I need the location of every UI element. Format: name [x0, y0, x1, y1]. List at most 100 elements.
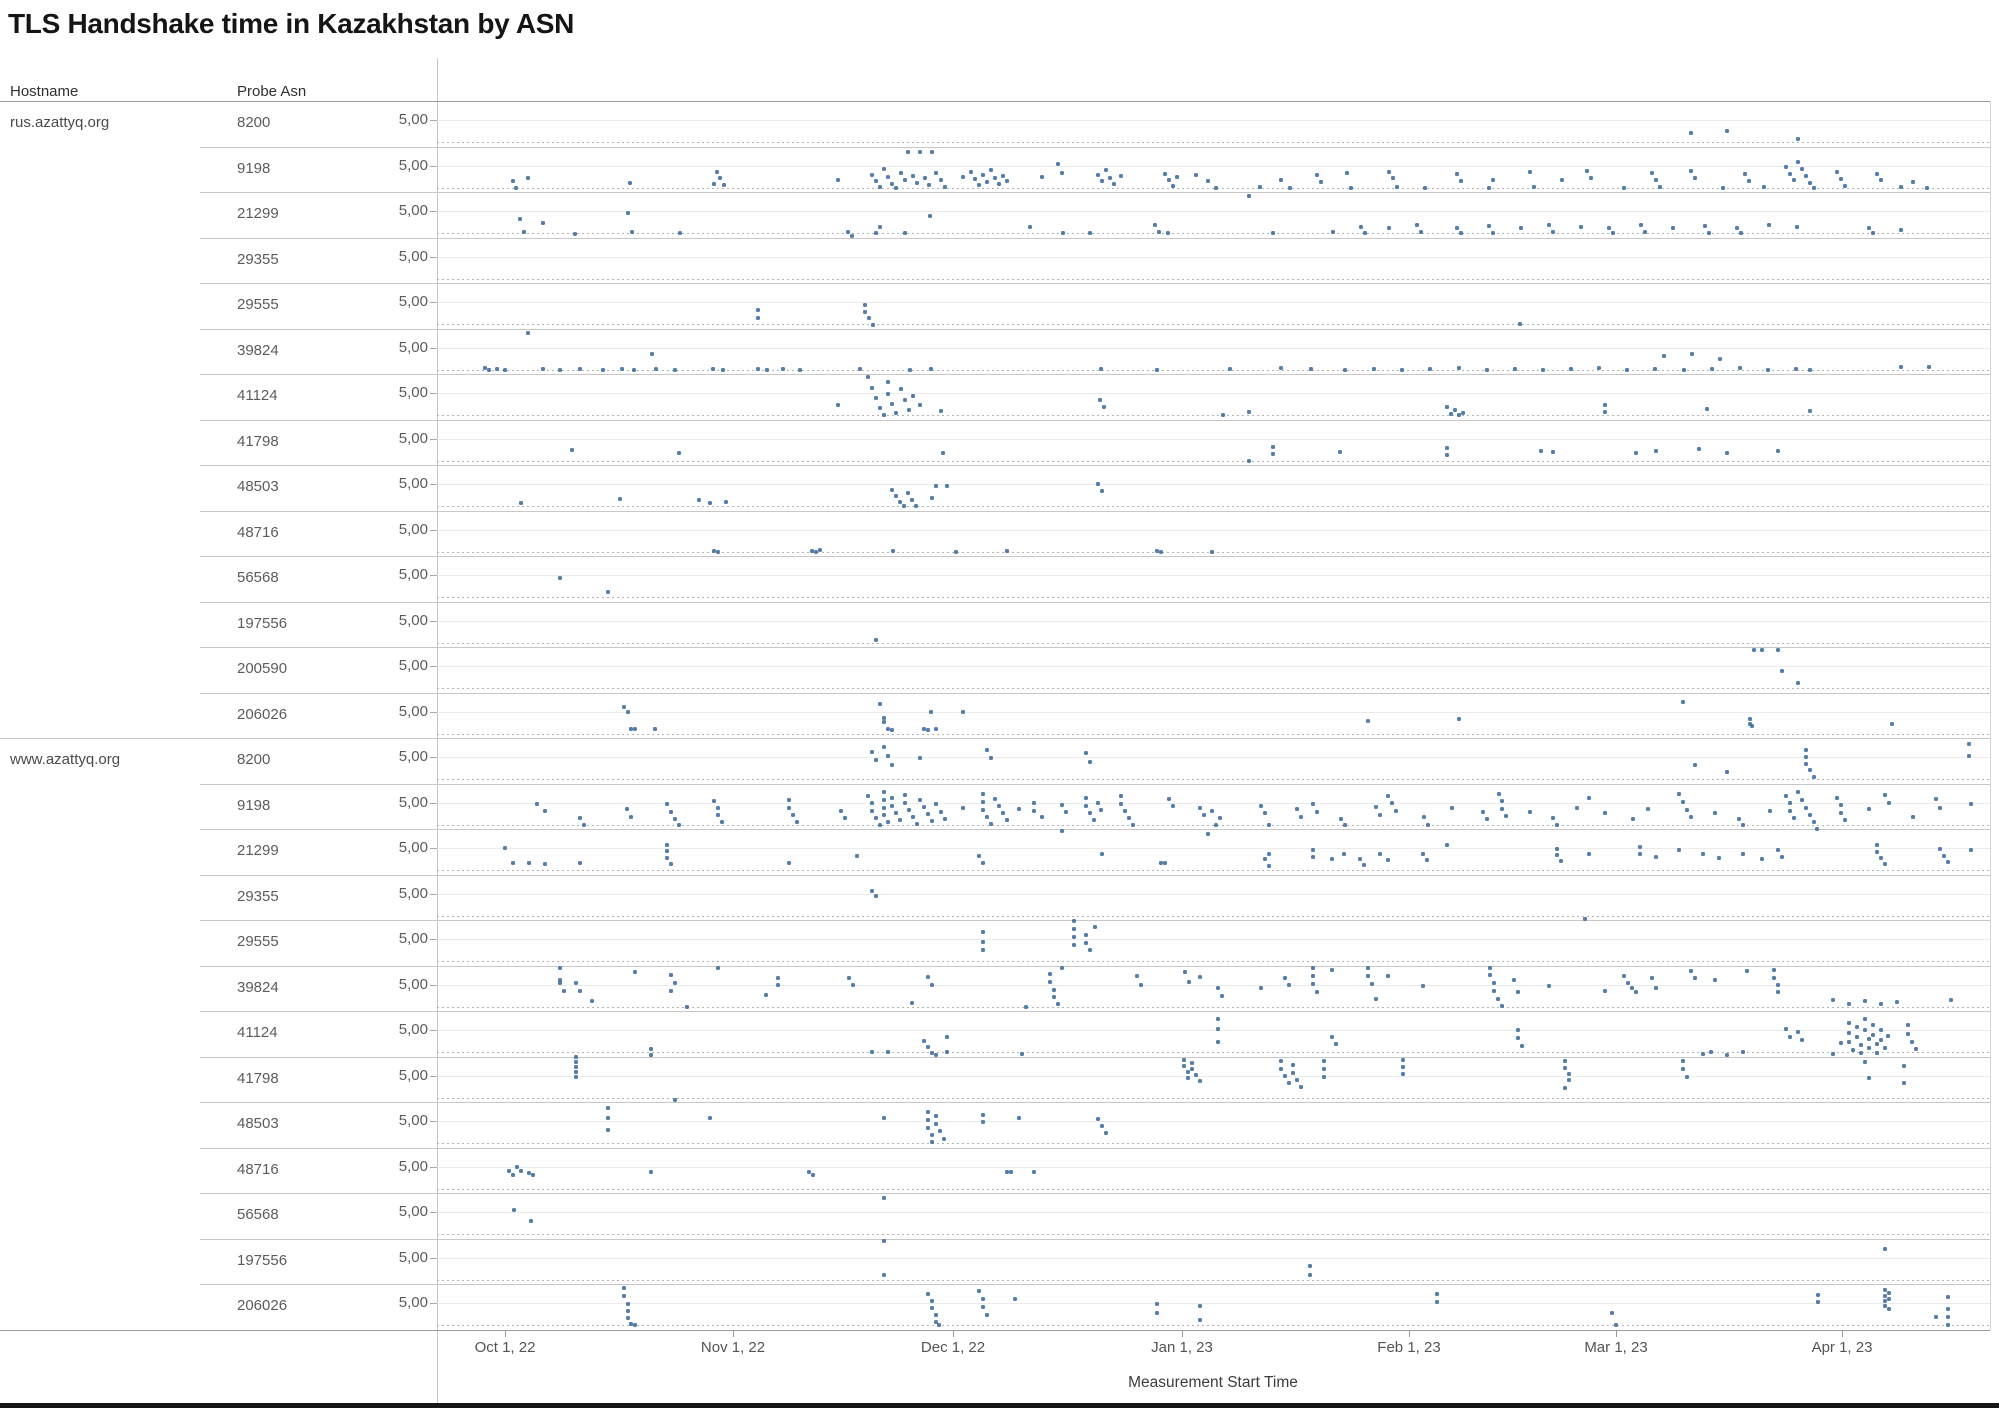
- scatter-point: [1445, 445, 1449, 450]
- scatter-point: [1883, 792, 1887, 797]
- scatter-point: [526, 330, 530, 335]
- y-tick-label: 5,00: [398, 975, 428, 993]
- scatter-point: [1386, 793, 1390, 798]
- scatter-point: [1421, 852, 1425, 856]
- scatter-point: [906, 149, 910, 154]
- scatter-point: [1800, 1038, 1804, 1042]
- scatter-point: [1767, 223, 1771, 227]
- y-gridline: [437, 802, 1990, 804]
- scatter-point: [1567, 1077, 1571, 1082]
- scatter-point: [1654, 855, 1658, 859]
- scatter-point: [1119, 173, 1123, 178]
- x-tick-mark: [1182, 1329, 1183, 1337]
- scatter-point: [911, 173, 915, 178]
- scatter-point: [573, 232, 577, 236]
- scatter-point: [1198, 1304, 1202, 1308]
- scatter-point: [1135, 973, 1139, 978]
- band-separator: [200, 874, 1990, 876]
- scatter-point: [776, 982, 780, 987]
- scatter-point: [665, 856, 669, 860]
- x-tick-mark: [505, 1329, 506, 1337]
- y-gridline: [437, 484, 1990, 485]
- scatter-point: [1835, 169, 1839, 174]
- scatter-point: [1088, 231, 1092, 235]
- scatter-point: [1155, 548, 1159, 553]
- scatter-point: [1796, 1030, 1800, 1034]
- scatter-point: [814, 549, 818, 554]
- scatter-point: [1426, 822, 1430, 827]
- scatter-point: [601, 367, 605, 372]
- scatter-point: [922, 726, 926, 731]
- scatter-point: [1428, 366, 1432, 371]
- scatter-point: [1295, 806, 1299, 811]
- scatter-point: [926, 1045, 930, 1049]
- scatter-point: [1052, 994, 1056, 999]
- scatter-point: [1859, 1043, 1863, 1047]
- scatter-point: [1528, 809, 1532, 814]
- scatter-point: [1879, 1028, 1883, 1032]
- y-tick-mark: [430, 848, 437, 849]
- scatter-point: [1370, 981, 1374, 986]
- scatter-point: [678, 231, 682, 235]
- probe-asn-label: 197556: [237, 1251, 288, 1269]
- probe-asn-label: 48503: [237, 1115, 279, 1132]
- scatter-point: [1677, 848, 1681, 852]
- scatter-point: [943, 816, 947, 821]
- scatter-point: [1906, 1023, 1910, 1027]
- scatter-point: [969, 169, 973, 174]
- scatter-point: [558, 576, 562, 580]
- scatter-point: [870, 808, 874, 813]
- scatter-point: [890, 402, 894, 406]
- scatter-point: [1603, 403, 1607, 407]
- scatter-point: [863, 310, 867, 314]
- x-tick-label: Nov 1, 22: [700, 1338, 766, 1356]
- plot-right-border: [1990, 101, 1991, 1330]
- scatter-point: [1539, 448, 1543, 453]
- scatter-point: [1902, 1080, 1906, 1085]
- scatter-point: [712, 181, 716, 186]
- scatter-point: [863, 303, 867, 307]
- scatter-point: [578, 861, 582, 865]
- scatter-point: [798, 367, 802, 372]
- scatter-point: [1741, 1050, 1745, 1054]
- y-tick-label: 5,00: [398, 202, 428, 219]
- scatter-point: [649, 1053, 653, 1057]
- scatter-point: [870, 172, 874, 177]
- scatter-point: [1457, 413, 1461, 417]
- scatter-point: [1394, 808, 1398, 813]
- scatter-point: [1575, 805, 1579, 810]
- scatter-point: [1198, 1078, 1202, 1083]
- scatter-point: [495, 366, 499, 371]
- scatter-point: [1084, 941, 1088, 945]
- x-tick-label: Feb 1, 23: [1377, 1338, 1441, 1356]
- scatter-point: [582, 822, 586, 827]
- dotted-reference-line: [437, 415, 1990, 417]
- scatter-point: [1186, 1075, 1190, 1080]
- y-tick-mark: [430, 484, 437, 485]
- probe-asn-label: 21299: [237, 205, 279, 222]
- scatter-point: [1883, 1304, 1887, 1308]
- scatter-point: [1155, 1302, 1159, 1306]
- y-tick-label: 5,00: [398, 1066, 428, 1084]
- scatter-point: [926, 1292, 930, 1296]
- scatter-point: [1131, 822, 1135, 827]
- scatter-point: [720, 819, 724, 824]
- y-gridline: [437, 438, 1990, 440]
- scatter-point: [677, 450, 681, 455]
- scatter-point: [1681, 1058, 1685, 1063]
- scatter-point: [941, 450, 945, 455]
- scatter-point: [1040, 174, 1044, 179]
- scatter-point: [1098, 398, 1102, 402]
- probe-asn-label: 56568: [237, 1206, 279, 1223]
- scatter-point: [902, 504, 906, 508]
- dotted-reference-line: [437, 961, 1990, 963]
- scatter-point: [633, 969, 637, 974]
- scatter-point: [1182, 1063, 1186, 1068]
- scatter-point: [1186, 1069, 1190, 1074]
- scatter-point: [1886, 1034, 1890, 1038]
- scatter-point: [1883, 1046, 1887, 1050]
- scatter-point: [1005, 548, 1009, 553]
- y-tick-label: 5,00: [398, 930, 428, 947]
- scatter-point: [1425, 858, 1429, 862]
